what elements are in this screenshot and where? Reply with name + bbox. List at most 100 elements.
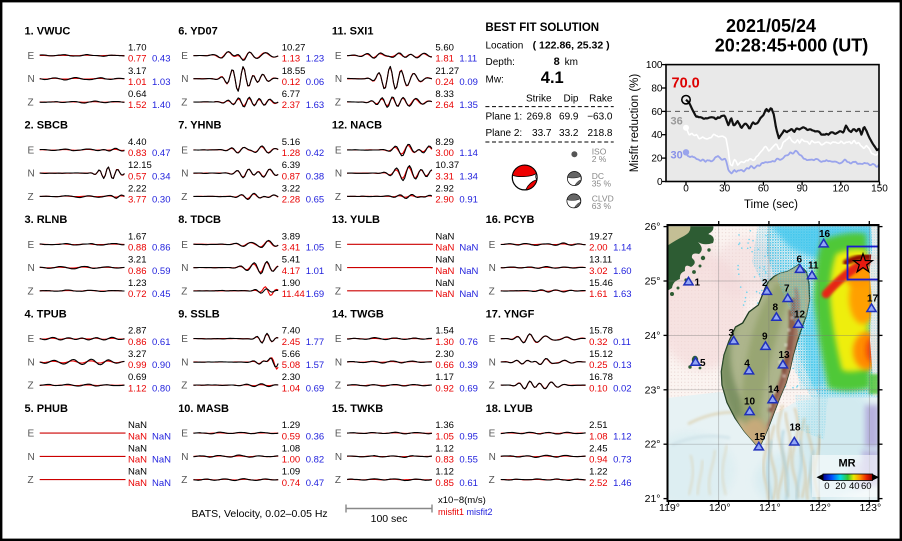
svg-text:NaN: NaN xyxy=(128,431,147,442)
svg-text:E: E xyxy=(335,145,342,156)
svg-text:1.03: 1.03 xyxy=(152,77,171,88)
svg-text:0.47: 0.47 xyxy=(306,478,325,489)
svg-text:36: 36 xyxy=(671,116,683,128)
svg-text:0.30: 0.30 xyxy=(152,195,171,206)
svg-text:2.45: 2.45 xyxy=(589,443,608,454)
svg-text:NaN: NaN xyxy=(128,467,147,478)
svg-text:0.59: 0.59 xyxy=(152,266,171,277)
svg-text:20:28:45+000 (UT): 20:28:45+000 (UT) xyxy=(715,36,869,56)
svg-text:8: 8 xyxy=(554,56,560,68)
svg-text:NaN: NaN xyxy=(152,431,171,442)
svg-text:NaN: NaN xyxy=(435,255,454,266)
svg-text:MR: MR xyxy=(838,458,855,470)
svg-text:5.60: 5.60 xyxy=(435,43,454,54)
svg-text:0.10: 0.10 xyxy=(589,383,608,394)
svg-text:2.30: 2.30 xyxy=(435,349,454,360)
svg-text:14. TWGB: 14. TWGB xyxy=(332,309,384,321)
svg-text:2 %: 2 % xyxy=(592,154,607,164)
svg-text:0.94: 0.94 xyxy=(589,455,608,466)
svg-text:Z: Z xyxy=(335,381,341,392)
svg-text:0.91: 0.91 xyxy=(459,195,478,206)
svg-text:Dip: Dip xyxy=(563,94,578,105)
svg-text:60: 60 xyxy=(861,481,872,492)
svg-text:N: N xyxy=(28,74,35,85)
svg-text:1.57: 1.57 xyxy=(306,360,325,371)
svg-text:30: 30 xyxy=(719,184,731,195)
svg-text:NaN: NaN xyxy=(459,243,478,254)
svg-text:8.29: 8.29 xyxy=(435,137,454,148)
svg-text:60: 60 xyxy=(758,184,770,195)
svg-text:E: E xyxy=(335,51,342,62)
svg-text:Z: Z xyxy=(181,286,187,297)
svg-text:1.12: 1.12 xyxy=(435,467,454,478)
svg-text:24°: 24° xyxy=(645,330,661,342)
svg-text:11: 11 xyxy=(808,261,819,272)
svg-text:120: 120 xyxy=(832,184,849,195)
svg-text:6.77: 6.77 xyxy=(282,89,301,100)
svg-text:Z: Z xyxy=(489,381,495,392)
svg-text:N: N xyxy=(181,263,188,274)
svg-text:0.77: 0.77 xyxy=(128,54,147,65)
svg-text:misfit2: misfit2 xyxy=(467,507,493,517)
svg-text:Z: Z xyxy=(181,381,187,392)
svg-text:1.28: 1.28 xyxy=(282,148,301,159)
svg-text:13. YULB: 13. YULB xyxy=(332,214,380,226)
svg-text:5.08: 5.08 xyxy=(282,360,301,371)
svg-text:1: 1 xyxy=(695,278,701,289)
svg-text:33.7: 33.7 xyxy=(532,128,552,139)
svg-text:1.36: 1.36 xyxy=(435,420,454,431)
svg-text:Z: Z xyxy=(335,98,341,109)
svg-text:1.08: 1.08 xyxy=(282,443,301,454)
svg-text:1.29: 1.29 xyxy=(282,420,301,431)
svg-text:2.87: 2.87 xyxy=(128,326,147,337)
svg-text:1.90: 1.90 xyxy=(282,278,301,289)
svg-text:0.95: 0.95 xyxy=(459,431,478,442)
svg-text:1.12: 1.12 xyxy=(128,383,147,394)
svg-text:1.30: 1.30 xyxy=(435,337,454,348)
svg-text:10: 10 xyxy=(744,397,756,408)
svg-text:12.15: 12.15 xyxy=(128,160,152,171)
svg-text:0.90: 0.90 xyxy=(152,360,171,371)
svg-text:20: 20 xyxy=(651,154,663,165)
svg-text:12. NACB: 12. NACB xyxy=(332,120,382,132)
svg-text:16.78: 16.78 xyxy=(589,372,613,383)
svg-text:N: N xyxy=(489,263,496,274)
svg-text:3.21: 3.21 xyxy=(128,255,147,266)
svg-text:1.54: 1.54 xyxy=(435,326,454,337)
svg-text:1.34: 1.34 xyxy=(459,171,478,182)
svg-text:NaN: NaN xyxy=(435,266,454,277)
svg-text:Z: Z xyxy=(28,286,34,297)
svg-text:0.57: 0.57 xyxy=(128,171,147,182)
svg-text:1.13: 1.13 xyxy=(282,54,301,65)
svg-text:Rake: Rake xyxy=(589,94,613,105)
svg-text:13: 13 xyxy=(779,350,791,361)
svg-text:70.0: 70.0 xyxy=(672,76,700,92)
svg-text:4.17: 4.17 xyxy=(282,266,301,277)
svg-text:2: 2 xyxy=(762,278,768,289)
svg-text:0.83: 0.83 xyxy=(435,455,454,466)
svg-text:0.61: 0.61 xyxy=(152,337,171,348)
svg-text:2.64: 2.64 xyxy=(435,100,454,111)
svg-text:N: N xyxy=(181,74,188,85)
svg-text:0.06: 0.06 xyxy=(306,77,325,88)
svg-text:0: 0 xyxy=(683,184,689,195)
svg-text:1.14: 1.14 xyxy=(459,148,478,159)
svg-text:1. VWUC: 1. VWUC xyxy=(25,25,71,37)
svg-text:0.74: 0.74 xyxy=(282,478,301,489)
svg-text:3.31: 3.31 xyxy=(435,171,454,182)
svg-text:9. SSLB: 9. SSLB xyxy=(178,309,220,321)
svg-text:1.09: 1.09 xyxy=(282,467,301,478)
svg-text:0.83: 0.83 xyxy=(128,148,147,159)
svg-text:3.77: 3.77 xyxy=(128,195,147,206)
svg-text:NaN: NaN xyxy=(459,289,478,300)
svg-text:4.1: 4.1 xyxy=(541,69,564,87)
svg-text:21°: 21° xyxy=(645,493,661,505)
svg-text:123°: 123° xyxy=(859,502,881,514)
svg-text:5.66: 5.66 xyxy=(282,349,301,360)
svg-text:Z: Z xyxy=(28,475,34,486)
svg-text:8.33: 8.33 xyxy=(435,89,454,100)
svg-text:Z: Z xyxy=(28,98,34,109)
svg-text:0.73: 0.73 xyxy=(613,455,632,466)
svg-text:0.69: 0.69 xyxy=(459,383,478,394)
svg-text:BATS, Velocity, 0.02–0.05 Hz: BATS, Velocity, 0.02–0.05 Hz xyxy=(192,508,328,520)
